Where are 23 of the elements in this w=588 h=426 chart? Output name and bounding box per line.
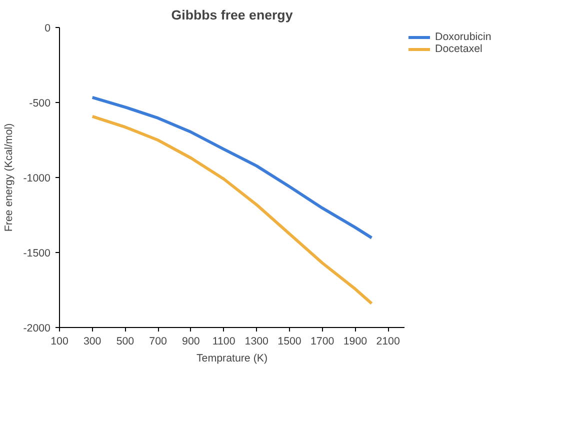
x-tick-label: 700 <box>149 336 168 348</box>
x-tick-label: 1700 <box>310 336 334 348</box>
y-tick-label: 0 <box>44 22 51 34</box>
y-tick-label: -2000 <box>23 322 51 334</box>
y-axis-title: Free energy (Kcal/mol) <box>3 123 16 232</box>
y-tick-label: -1500 <box>23 248 51 260</box>
legend-label: Docetaxel <box>435 43 482 55</box>
chart-title: Gibbbs free energy <box>171 8 294 22</box>
line-series <box>90 114 374 305</box>
y-tick-label: -1000 <box>23 172 51 184</box>
x-tick-label: 1900 <box>343 336 368 348</box>
x-tick-label: 1500 <box>278 336 302 348</box>
x-tick-label: 900 <box>182 336 200 348</box>
x-tick-label: 100 <box>50 336 68 348</box>
x-axis-title: Temprature (K) <box>196 352 268 364</box>
y-tick-label: -500 <box>29 98 51 110</box>
x-tick-label: 2100 <box>376 336 400 348</box>
x-tick-label: 1100 <box>212 336 236 348</box>
legend-label: Doxorubicin <box>435 31 492 43</box>
x-tick-label: 1300 <box>244 336 269 348</box>
x-tick-label: 500 <box>116 336 134 348</box>
line-series <box>90 96 374 240</box>
x-tick-label: 300 <box>83 336 102 348</box>
